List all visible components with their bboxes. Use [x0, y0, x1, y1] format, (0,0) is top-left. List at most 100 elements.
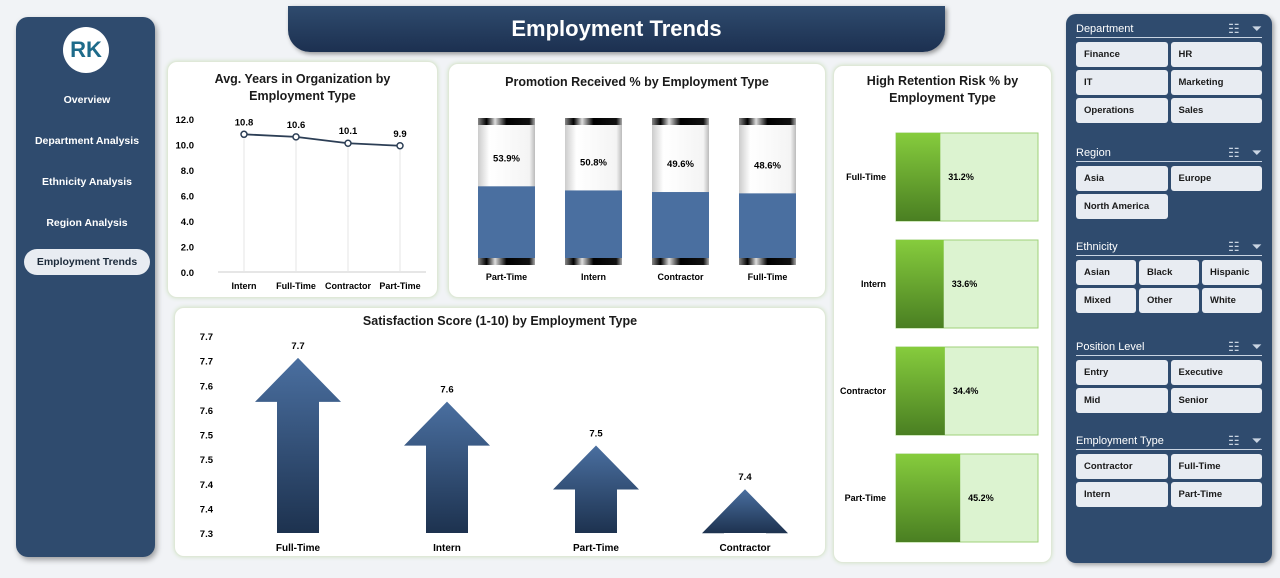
slicer-header: Position Level ☷ ⏷ [1076, 338, 1262, 356]
y-tick-label: 6.0 [181, 192, 194, 203]
slicer-item[interactable]: Full-Time [1170, 454, 1262, 479]
x-tick-label: Contractor [719, 543, 770, 554]
data-point [240, 130, 248, 139]
slicer-item[interactable]: Senior [1170, 388, 1262, 413]
x-tick-label: Part-Time [486, 272, 527, 282]
y-tick-label: 4.0 [181, 217, 194, 228]
slicer-item-label: Mid [1084, 395, 1101, 406]
clear-filter-icon[interactable]: ⏷ [1251, 144, 1262, 160]
slicer-item-label: Black [1147, 267, 1173, 278]
slicer-item[interactable]: Mid [1076, 388, 1168, 413]
y-tick-label: 2.0 [181, 243, 194, 254]
y-tick-label: 7.4 [200, 504, 214, 515]
data-label: 10.8 [235, 117, 254, 128]
data-label: 34.4% [953, 386, 979, 396]
slicer-header: Employment Type ☷ ⏷ [1076, 432, 1262, 450]
y-tick-label: 7.7 [200, 332, 213, 343]
slicer-title: Department [1076, 22, 1134, 35]
clear-filter-icon[interactable]: ⏷ [1251, 338, 1262, 354]
y-tick-label: 7.6 [200, 406, 213, 417]
data-label: 53.9% [493, 153, 520, 164]
data-point [292, 133, 300, 141]
slicer-item[interactable]: Executive [1170, 360, 1262, 385]
bar [565, 190, 622, 258]
slicer-item[interactable]: Operations [1076, 98, 1168, 123]
slicer-item[interactable]: Mixed [1076, 288, 1136, 313]
chart-title: High Retention Risk % by Employment Type [866, 74, 1019, 105]
satisfaction-chart-card: Satisfaction Score (1-10) by Employment … [174, 307, 826, 557]
bar-cap [652, 118, 709, 125]
multi-select-icon[interactable]: ☷ [1227, 432, 1240, 448]
slicer-item-label: Full-Time [1178, 461, 1221, 472]
y-tick-label: 0.0 [181, 268, 194, 279]
promotion-bar-chart: 53.9% Part-Time 50.8% Intern 49.6% Contractor… [478, 118, 796, 282]
y-tick-label: 12.0 [176, 115, 195, 126]
slicer-item[interactable]: Europe [1170, 166, 1262, 191]
nav-ethnicity-analysis[interactable]: Ethnicity Analysis [24, 169, 150, 195]
slicer-item[interactable]: Other [1139, 288, 1199, 313]
slicer-item[interactable]: Black [1139, 260, 1199, 285]
y-tick-label: 7.5 [200, 455, 214, 466]
slicer-item-label: Senior [1178, 395, 1209, 406]
avg-years-chart-card: Avg. Years in Organization by Employment… [167, 61, 438, 298]
slicer-item[interactable]: Asia [1076, 166, 1168, 191]
slicer-header: Department ☷ ⏷ [1076, 20, 1262, 38]
slicer-item[interactable]: HR [1170, 42, 1262, 67]
slicer-item-label: Part-Time [1178, 489, 1223, 500]
series-line [243, 133, 401, 147]
multi-select-icon[interactable]: ☷ [1227, 338, 1240, 354]
bar-cap [739, 258, 796, 265]
nav-overview[interactable]: Overview [24, 87, 150, 113]
page-title: Employment Trends [288, 6, 945, 52]
slicer-item[interactable]: White [1202, 288, 1262, 313]
slicer-item[interactable]: Hispanic [1202, 260, 1262, 285]
slicer-position-level: Position Level ☷ ⏷ Entry Executive Mid Senior [1076, 338, 1262, 413]
x-tick-label: Contractor [325, 281, 371, 291]
slicer-item[interactable]: Asian [1076, 260, 1136, 285]
data-label: 31.2% [948, 172, 974, 182]
data-label: 45.2% [968, 493, 994, 503]
y-tick-label: 10.0 [176, 141, 195, 152]
slicer-item[interactable]: Sales [1170, 98, 1262, 123]
slicer-item[interactable]: Finance [1076, 42, 1168, 67]
bar [896, 133, 941, 221]
data-label: 48.6% [754, 160, 781, 171]
nav-employment-trends[interactable]: Employment Trends [24, 249, 150, 275]
slicer-item[interactable]: Intern [1076, 482, 1168, 507]
data-label: 7.4 [738, 472, 752, 483]
data-point [344, 139, 352, 147]
y-tick-label: Part-Time [845, 493, 886, 503]
slicer-item[interactable]: Part-Time [1170, 482, 1262, 507]
logo: RK [63, 27, 109, 73]
x-tick-label: Contractor [657, 272, 703, 282]
clear-filter-icon[interactable]: ⏷ [1251, 432, 1262, 448]
slicer-item[interactable]: IT [1076, 70, 1168, 95]
slicer-item[interactable]: Contractor [1076, 454, 1168, 479]
nav-label: Overview [63, 94, 111, 106]
clear-filter-icon[interactable]: ⏷ [1251, 20, 1262, 36]
arrow-bar [702, 489, 788, 534]
slicer-item-label: White [1210, 295, 1236, 306]
slicer-item-label: IT [1084, 77, 1093, 88]
logo-mark: RK [70, 37, 102, 62]
y-tick-label: 7.4 [200, 480, 214, 491]
bar-cap [478, 118, 535, 125]
multi-select-icon[interactable]: ☷ [1227, 144, 1240, 160]
slicer-item-label: Other [1147, 295, 1173, 306]
nav-department-analysis[interactable]: Department Analysis [24, 128, 150, 154]
multi-select-icon[interactable]: ☷ [1227, 238, 1240, 254]
y-tick-label: Full-Time [846, 172, 886, 182]
slicer-item[interactable]: Marketing [1170, 70, 1262, 95]
clear-filter-icon[interactable]: ⏷ [1251, 238, 1262, 254]
x-tick-label: Part-Time [379, 281, 420, 291]
bar [652, 192, 709, 258]
slicer-item[interactable]: North America [1076, 194, 1168, 219]
slicer-title: Employment Type [1076, 434, 1164, 447]
slicer-title: Position Level [1076, 340, 1145, 353]
multi-select-icon[interactable]: ☷ [1227, 20, 1240, 36]
data-label: 33.6% [952, 279, 978, 289]
data-point [396, 142, 404, 150]
slicer-item-label: North America [1084, 201, 1150, 212]
slicer-item[interactable]: Entry [1076, 360, 1168, 385]
nav-region-analysis[interactable]: Region Analysis [24, 210, 150, 236]
